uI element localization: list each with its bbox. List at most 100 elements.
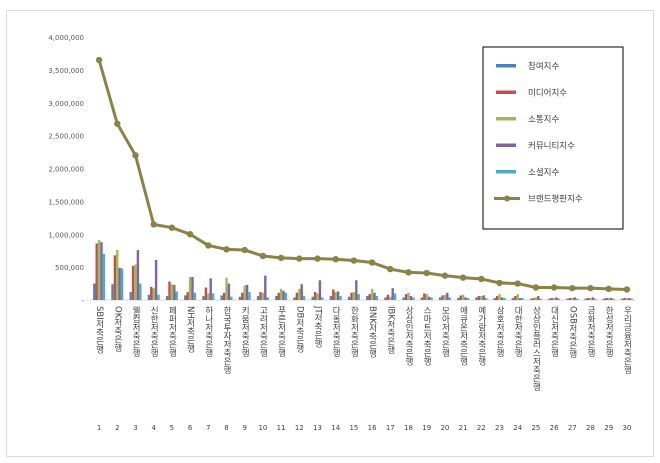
x-rank-label: 24 <box>513 424 522 432</box>
bar <box>298 288 301 300</box>
bar <box>602 298 606 300</box>
line-marker <box>132 152 139 159</box>
legend-label: 소셜지수 <box>528 168 559 178</box>
y-tick-label: 2,500,000 <box>48 133 84 141</box>
x-category-label: 스마트저축은행 <box>422 306 432 366</box>
bar <box>557 298 561 300</box>
bar <box>498 294 501 300</box>
legend-label: 소통지수 <box>528 115 559 125</box>
bar <box>111 284 114 300</box>
bar <box>500 297 504 300</box>
bar <box>628 298 631 300</box>
bar <box>529 298 533 300</box>
legend-swatch <box>496 117 516 121</box>
bar <box>332 289 335 300</box>
x-rank-label: 8 <box>224 424 228 432</box>
legend-swatch <box>496 170 516 174</box>
bar <box>368 294 371 300</box>
line-marker <box>514 280 521 287</box>
y-tick-label: 1,000,000 <box>48 231 84 239</box>
bar <box>630 298 633 300</box>
x-category-label: BNK저축은행 <box>367 306 377 358</box>
line-marker <box>459 274 467 281</box>
bar <box>521 298 524 300</box>
line-marker <box>387 265 394 273</box>
x-rank-label: 26 <box>550 424 559 432</box>
bar <box>230 296 233 300</box>
x-rank-label: 1 <box>97 424 101 432</box>
bar <box>575 298 579 300</box>
line-marker <box>441 272 449 279</box>
x-rank-label: 28 <box>586 424 595 432</box>
bar <box>480 296 483 300</box>
bar <box>225 277 228 300</box>
bar <box>186 292 189 300</box>
line-marker <box>478 275 485 283</box>
bar <box>391 288 394 300</box>
x-axis: SBI저축은행 1 OK저축은행 2 웰컴저축은행 3 신한저축은행 4 페퍼저축은행 5 NH저축… <box>94 305 632 432</box>
x-rank-label: 14 <box>331 424 340 432</box>
x-rank-label: 4 <box>151 424 156 432</box>
x-category-label: JT저축은행 <box>313 305 323 348</box>
x-rank-label: 15 <box>349 424 358 432</box>
bar <box>591 297 595 300</box>
bar <box>191 276 194 300</box>
line-marker <box>332 256 339 263</box>
bar <box>152 288 155 300</box>
x-rank-label: 9 <box>242 424 246 432</box>
bar <box>407 292 410 300</box>
line-marker <box>223 246 230 253</box>
bar <box>300 284 303 300</box>
bar <box>620 298 624 300</box>
bar <box>493 298 496 300</box>
bar <box>170 284 174 300</box>
line-marker <box>368 259 376 266</box>
bar <box>120 268 124 300</box>
bar <box>334 292 337 300</box>
bar <box>573 297 576 300</box>
bar <box>134 264 137 300</box>
line-marker <box>277 254 285 262</box>
bar <box>482 295 485 300</box>
x-category-label: 우리금융저축은행 <box>622 306 632 374</box>
bar <box>425 294 428 300</box>
x-rank-label: 19 <box>422 424 431 432</box>
bar <box>284 292 288 300</box>
bar <box>484 298 488 300</box>
bar <box>404 294 408 300</box>
x-rank-label: 2 <box>115 424 119 432</box>
y-axis: - 500,000 1,000,000 1,500,000 2,000,000 2,500… <box>48 34 636 305</box>
bar <box>438 297 442 300</box>
bar <box>139 283 142 300</box>
x-rank-label: 21 <box>459 424 468 432</box>
x-category-label: 금화저축은행 <box>586 306 596 357</box>
bar <box>222 292 226 300</box>
line-marker <box>205 242 212 249</box>
legend-marker <box>504 195 510 202</box>
bar <box>295 292 299 300</box>
bar <box>313 292 317 300</box>
bar <box>259 292 262 300</box>
bar <box>457 298 460 300</box>
bar <box>275 296 278 300</box>
line-marker <box>569 284 576 292</box>
bar <box>386 294 390 300</box>
line-marker <box>423 269 430 277</box>
bar <box>539 298 542 300</box>
x-category-label: 대한저축은행 <box>513 306 523 357</box>
bar <box>402 297 405 300</box>
bars <box>93 240 633 300</box>
bar <box>448 297 451 300</box>
bar <box>466 298 470 300</box>
legend-swatch <box>496 64 516 68</box>
y-tick-label: 3,000,000 <box>48 100 84 108</box>
bar <box>211 293 215 300</box>
legend-swatch <box>496 90 516 94</box>
y-tick-label: 500,000 <box>55 264 84 272</box>
x-category-label: 상상인플러스저축은행 <box>531 305 541 391</box>
x-rank-label: 5 <box>170 424 174 432</box>
bar <box>571 298 574 300</box>
bar <box>279 288 283 300</box>
x-category-label: 대신저축은행 <box>549 306 559 357</box>
